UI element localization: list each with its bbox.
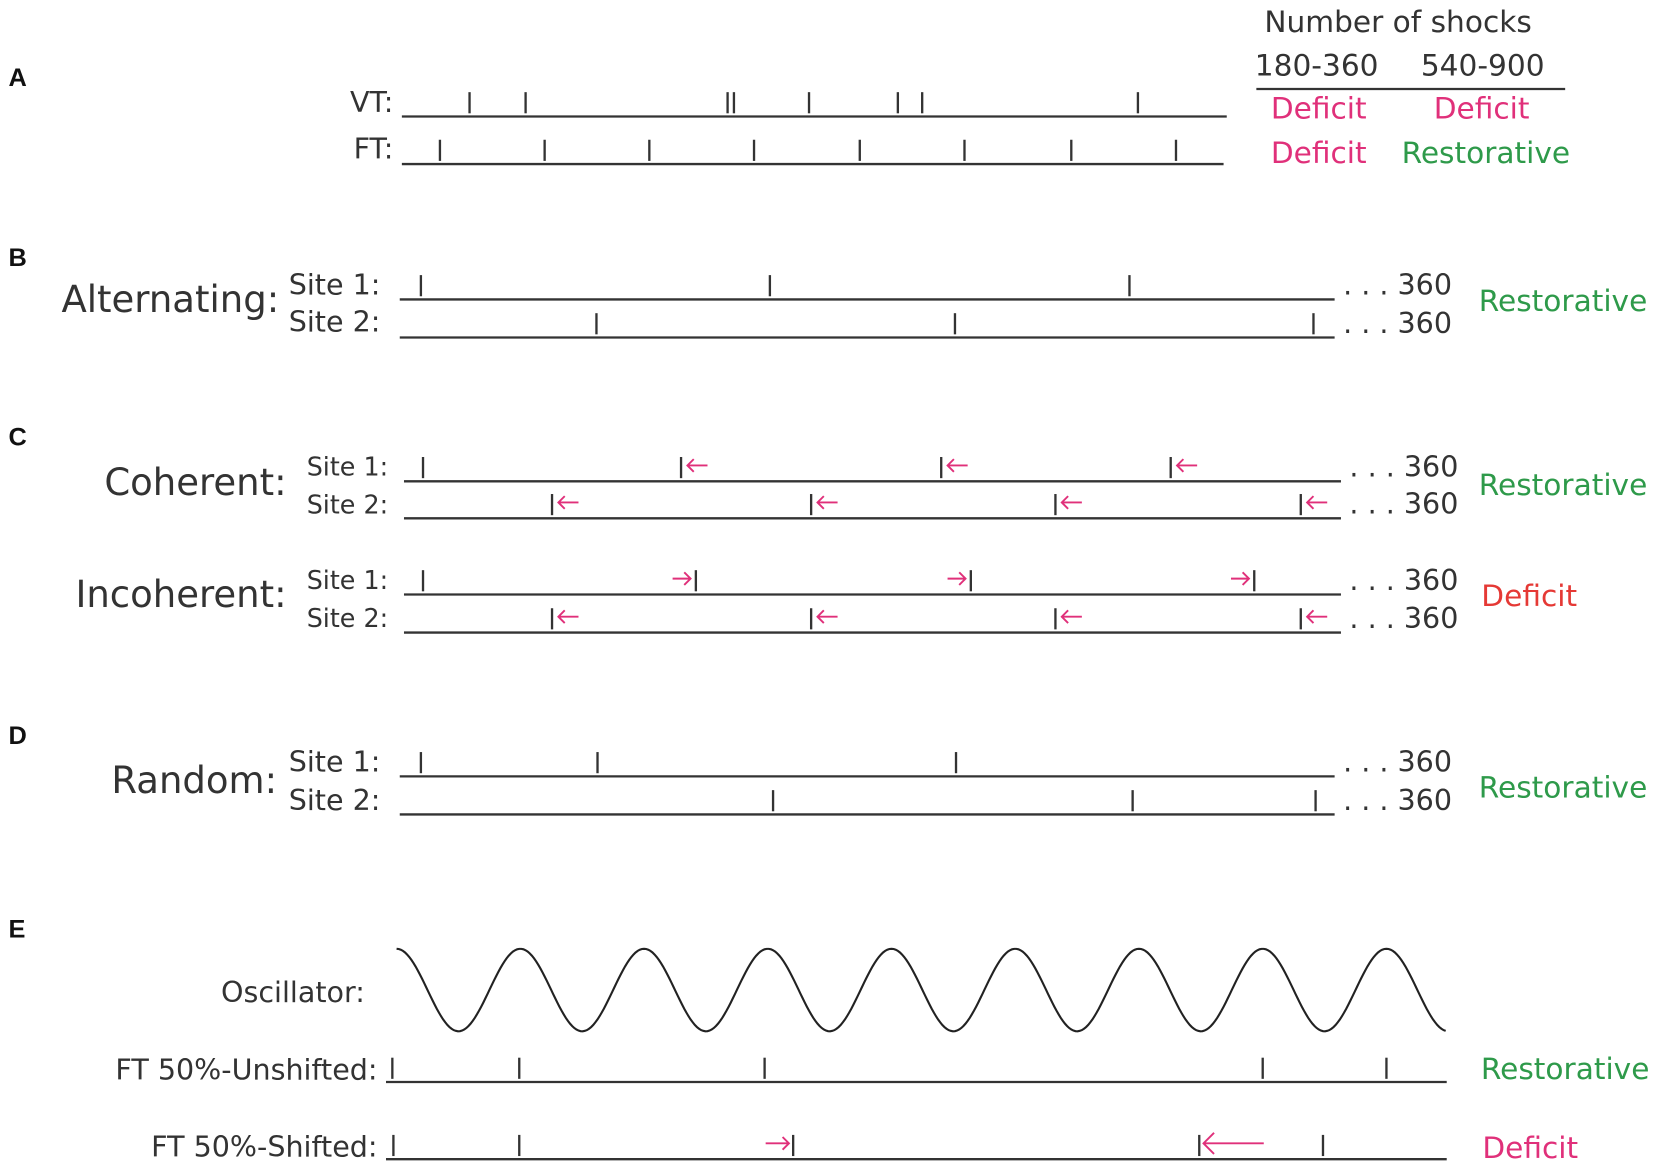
site-label: Site 1: [307, 565, 388, 595]
site-end: . . . 360 [1349, 450, 1458, 484]
site-end: . . . 360 [1343, 745, 1452, 779]
column-label: 180-360 [1255, 48, 1379, 82]
arrow [765, 1136, 791, 1151]
site-label: Site 1: [307, 452, 388, 482]
arrow [557, 609, 579, 624]
site-label: Site 2: [307, 603, 388, 633]
site-end: . . . 360 [1349, 601, 1458, 635]
arrow [816, 495, 838, 510]
arrow [1060, 495, 1082, 510]
arrow [816, 609, 838, 624]
arrow [1305, 495, 1328, 510]
arrow [947, 571, 967, 586]
outcome: Deficit [1271, 92, 1367, 126]
arrow [557, 495, 579, 510]
row-label: FT 50%-Shifted: [151, 1130, 377, 1164]
site-label: Site 2: [289, 783, 381, 817]
oscillator-wave [396, 947, 1447, 1033]
site-end: . . . 360 [1349, 487, 1458, 521]
outcome: Deficit [1481, 579, 1577, 613]
outcome: Deficit [1271, 136, 1367, 170]
site-end: . . . 360 [1343, 306, 1452, 340]
arrow [946, 458, 968, 473]
arrow [686, 458, 708, 473]
site-end: . . . 360 [1343, 783, 1452, 817]
pattern-name: Random: [111, 759, 277, 802]
outcome: Restorative [1479, 284, 1648, 318]
site-label: Site 2: [289, 305, 381, 339]
outcome: Restorative [1479, 468, 1648, 502]
site-label: Site 1: [289, 745, 381, 779]
site-end: . . . 360 [1343, 268, 1452, 302]
outcome: Restorative [1402, 136, 1571, 170]
pattern-name: Alternating: [61, 278, 279, 321]
row-label: Oscillator: [221, 975, 365, 1009]
pattern-name: Incoherent: [75, 573, 286, 616]
arrow [1305, 609, 1328, 624]
panel-letter: E [8, 915, 25, 943]
arrow [672, 571, 692, 586]
arrow [1230, 571, 1251, 586]
outcome: Deficit [1482, 1131, 1578, 1165]
pattern-name: Coherent: [104, 461, 286, 504]
arrow [1175, 458, 1198, 473]
outcome: Restorative [1481, 1052, 1650, 1086]
row-label: FT: [354, 131, 394, 165]
column-header: Number of shocks [1264, 5, 1531, 39]
row-label: FT 50%-Unshifted: [115, 1052, 377, 1086]
panel-letter: D [8, 722, 26, 750]
column-label: 540-900 [1421, 48, 1545, 82]
panel-letter: B [8, 244, 26, 272]
panel-letter: C [8, 424, 26, 452]
outcome: Restorative [1479, 771, 1648, 805]
arrow [1060, 609, 1082, 624]
panel-letter: A [8, 64, 26, 92]
outcome: Deficit [1434, 92, 1530, 126]
site-label: Site 1: [289, 268, 381, 302]
arrow [1202, 1132, 1264, 1155]
site-label: Site 2: [307, 490, 388, 520]
site-end: . . . 360 [1349, 563, 1458, 597]
row-label: VT: [350, 85, 393, 119]
